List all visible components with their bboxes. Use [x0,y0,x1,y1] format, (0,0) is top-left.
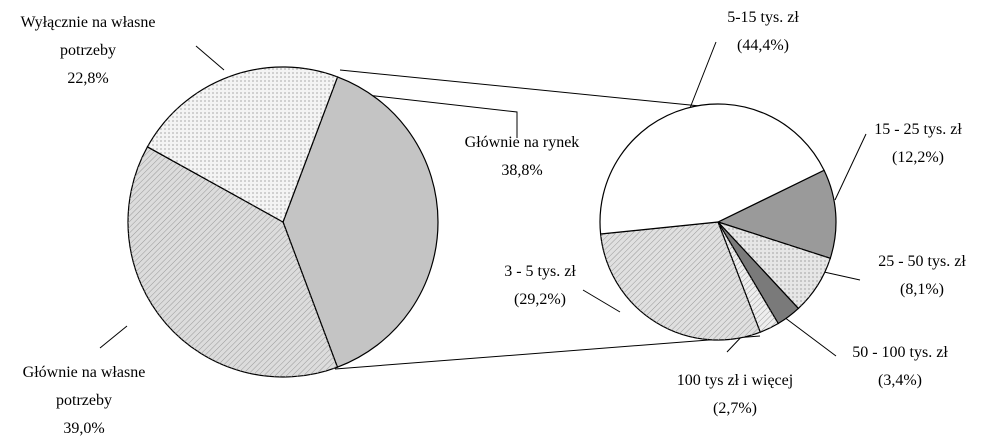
slice-label: 15 - 25 tys. zł (12,2%) [823,116,992,172]
category-name: 50 - 100 tys. zł [852,344,948,361]
pie-slice [599,103,825,235]
category-name: Głównie na rynek [464,134,580,151]
slice-label: 5-15 tys. zł (44,4%) [668,4,858,60]
value-label: 38,8% [501,162,543,179]
category-name: 3 - 5 tys. zł [504,263,576,280]
slice-label: 50 - 100 tys. zł (3,4%) [805,339,992,395]
category-name: Wyłącznie na własne potrzeby [20,14,156,59]
slice-label: 3 - 5 tys. zł (29,2%) [445,258,635,314]
category-name: 25 - 50 tys. zł [878,253,966,270]
value-label: (12,2%) [892,149,944,166]
slice-label: Wyłącznie na własne potrzeby 22,8% [0,9,183,93]
value-label: (3,4%) [878,372,922,389]
value-label: (29,2%) [514,291,566,308]
category-name: Głównie na własne potrzeby [22,364,146,409]
value-label: (44,4%) [737,37,789,54]
slice-label: 25 - 50 tys. zł (8,1%) [827,248,992,304]
value-label: 22,8% [67,70,109,87]
value-label: (2,7%) [713,400,757,417]
value-label: 39,0% [63,420,105,437]
category-name: 15 - 25 tys. zł [874,121,962,138]
category-name: 5-15 tys. zł [727,9,799,26]
value-label: (8,1%) [900,281,944,298]
slice-label: Głównie na rynek 38,8% [427,129,617,185]
slice-label: 100 tys zł i więcej (2,7%) [640,367,830,423]
category-name: 100 tys zł i więcej [676,372,794,389]
slice-label: Głównie na własne potrzeby 39,0% [0,359,179,443]
leader-lines [99,41,867,370]
